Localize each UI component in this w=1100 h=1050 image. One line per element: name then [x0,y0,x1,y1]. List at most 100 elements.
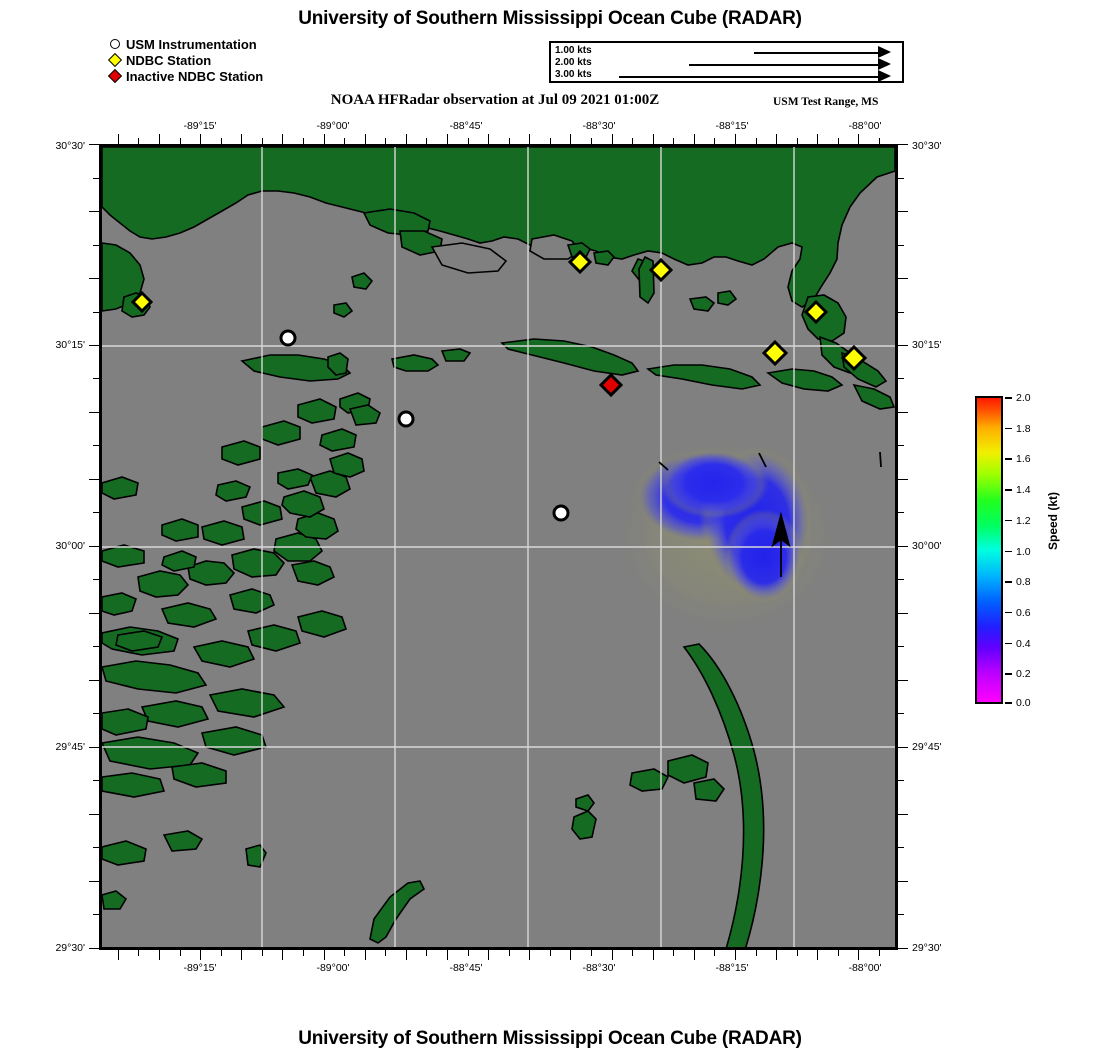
colorbar-label-10: 0.0 [1016,697,1031,709]
ytick-label-right-3: 29°45' [912,741,942,753]
chandeleur-islands-arc [682,643,765,947]
marsh-f [295,512,339,540]
coastal-island-1 [566,242,592,258]
marsh-i [329,452,365,478]
xtick-label-bottom-4: -88°15' [715,962,749,974]
barrier-island-ship [391,354,440,372]
marsh-t [102,708,149,736]
colorbar-label-2: 1.6 [1016,453,1031,466]
test-range-label: USM Test Range, MS [773,96,879,108]
south-island-layer [369,880,426,944]
barrier-island-cat [240,354,352,382]
marsh-am [215,480,252,502]
colorbar-label-7: 0.6 [1016,606,1031,619]
barrier-island-dauphin [765,368,844,392]
islet-2 [717,290,738,306]
vector-scale-arrowhead-2 [878,58,891,70]
colorbar-gradient [975,396,1003,704]
colorbar-label-5: 1.0 [1016,545,1031,558]
sound-water-1 [430,242,508,274]
xtick-label-top-4: -88°15' [715,120,749,132]
chandeleur-islet-2 [629,768,670,792]
xtick-label-top-1: -89°00' [316,120,350,132]
xtick-label-top-3: -88°30' [582,120,616,132]
legend-item-inactive-ndbc: Inactive NDBC Station [107,68,263,84]
marsh-ac [161,518,199,542]
ytick-label-left-0: 30°30' [55,140,85,152]
vector-scale-key: 1.00 kts 2.00 kts 3.00 kts [549,41,904,83]
colorbar-label-1: 1.8 [1016,422,1031,435]
legend-item-usm: USM Instrumentation [108,36,263,52]
xtick-label-top-2: -88°45' [449,120,483,132]
observation-subtitle: NOAA HFRadar observation at Jul 09 2021 … [330,92,660,108]
station-markers [130,249,868,522]
colorbar-label-0: 2.0 [1016,392,1031,404]
barrier-island-east [852,383,895,410]
current-arrow-3 [879,451,882,468]
ytick-label-left-4: 29°30' [55,942,85,954]
ytick-label-left-1: 30°15' [55,339,85,351]
xtick-label-bottom-3: -88°30' [582,962,616,974]
legend-label-usm: USM Instrumentation [126,36,257,52]
marsh-y [115,630,164,652]
vector-scale-label-2: 2.00 kts [555,57,592,68]
marsh-an [102,840,147,866]
marsh-n [102,660,208,694]
vector-scale-row-2: 2.00 kts [551,57,902,70]
xtick-label-bottom-2: -88°45' [449,962,483,974]
chandeleur-islet-3 [693,778,726,802]
map-plot-area[interactable] [99,144,898,950]
marsh-r [208,688,286,718]
vector-scale-arrowhead-3 [878,70,891,82]
footer-title: University of Southern Mississippi Ocean… [298,1028,802,1049]
marsh-k [229,588,276,614]
page-title: University of Southern Mississippi Ocean… [298,8,802,29]
legend-item-ndbc: NDBC Station [107,52,263,68]
marsh-as [333,302,354,318]
current-arrow-main [771,511,791,577]
current-arrow-1 [658,461,669,471]
diamond-yellow-icon [107,52,123,68]
colorbar-label-9: 0.2 [1016,668,1031,681]
circle-white-icon [108,37,123,52]
ytick-label-right-0: 30°30' [912,140,942,152]
marsh-aq [245,844,267,868]
ytick-label-right-2: 30°00' [912,540,942,552]
marsh-q [297,610,348,638]
marsh-h [308,470,351,498]
xtick-label-bottom-0: -89°15' [183,962,217,974]
marsh-w [102,772,166,798]
marsh-z [161,550,197,572]
marsh-g [281,490,325,518]
barrier-island-cat-hook [327,352,349,376]
ndbc-station-marker [130,249,868,372]
ytick-label-left-2: 30°00' [55,540,85,552]
current-vector-arrows [658,451,882,577]
marsh-a [102,592,137,616]
marsh-aj [319,428,357,452]
vector-scale-arrowhead-1 [878,46,891,58]
marsh-b [137,570,190,598]
marsh-u [102,736,200,770]
map-graphic [102,147,895,947]
barrier-island-horn [500,338,640,376]
marsh-al [277,468,314,490]
barrier-island-horn-w [440,348,472,362]
marsh-d [231,548,286,578]
marsh-ae [102,476,139,500]
marsh-l [160,602,218,628]
inactive-ndbc-station-marker [598,372,624,398]
vector-scale-line-2 [689,64,879,66]
xtick-label-bottom-5: -88°00' [848,962,882,974]
xtick-label-top-5: -88°00' [848,120,882,132]
marsh-j [290,560,336,586]
mobile-bay-island [638,255,655,305]
vector-scale-row-1: 1.00 kts [551,45,902,58]
marsh-x [171,762,227,788]
usm-instrument-marker [279,329,570,522]
ytick-label-right-1: 30°15' [912,339,942,351]
diamond-red-icon [107,68,123,84]
speed-colorbar: 2.0 1.8 1.6 1.4 1.2 1.0 0.8 0.6 0.4 0.2 … [975,392,1031,709]
current-arrow-2 [758,452,767,468]
